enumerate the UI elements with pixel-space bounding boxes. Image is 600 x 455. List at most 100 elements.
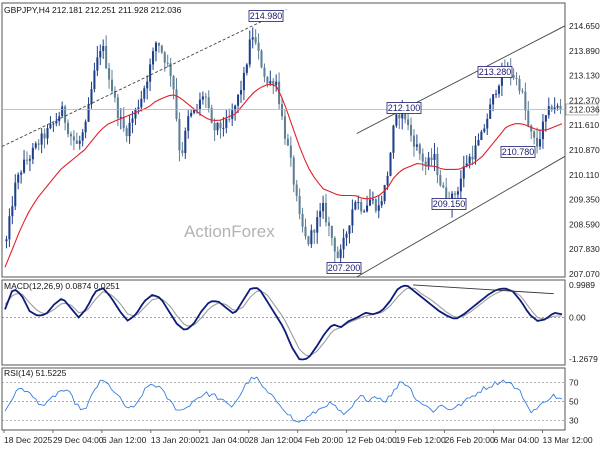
candle-body [184, 130, 187, 153]
candle-body [389, 152, 392, 176]
panel-frame-1 [1, 279, 566, 366]
candle-body [281, 104, 284, 117]
candle-body [99, 50, 102, 58]
candle-body [363, 211, 366, 213]
candle-body [113, 91, 116, 98]
callout-value: 210.780 [502, 147, 535, 157]
price-ytick: 213.890 [569, 46, 600, 56]
macd-ytick: 0.00 [569, 313, 586, 323]
candle-body [530, 125, 533, 132]
candle-body [260, 50, 263, 68]
candle-body [366, 205, 369, 212]
candle-body [351, 209, 354, 226]
candle-body [93, 70, 96, 90]
candle-body [228, 118, 231, 120]
candle-body [119, 117, 122, 119]
candle-body [398, 114, 401, 119]
xtick-label: 29 Dec 04:00 [53, 435, 104, 445]
macd-trendline [412, 284, 554, 295]
candle-body [474, 145, 477, 160]
candle-body [210, 107, 213, 123]
candle-body [116, 97, 119, 118]
candle-body [28, 159, 31, 161]
xtick-label: 21 Jan 04:00 [200, 435, 249, 445]
candle-body [324, 202, 328, 223]
candle-body [78, 140, 81, 144]
panel-frame-0 [1, 2, 566, 278]
price-callout: 213.280 [477, 66, 513, 78]
candle-body [175, 89, 178, 119]
candle-body [207, 97, 210, 108]
xtick-label: 13 Mar 12:00 [543, 435, 593, 445]
candle-body [383, 185, 386, 202]
candle-body [533, 131, 536, 138]
candle-body [327, 222, 330, 226]
candle-body [152, 51, 155, 65]
candle-body [492, 94, 495, 105]
candle-body [23, 159, 26, 173]
candle-body [242, 72, 245, 91]
candle-body [407, 119, 410, 126]
candle-body [515, 77, 518, 80]
candle-body [20, 172, 23, 175]
candle-body [198, 99, 201, 110]
candle-body [298, 195, 301, 214]
candle-body [245, 64, 248, 73]
candle-body [553, 107, 556, 110]
price-ytick: 207.830 [569, 244, 600, 254]
candle-body [166, 62, 169, 64]
candle-body [190, 112, 193, 117]
candle-body [556, 105, 559, 108]
candle-body [257, 42, 260, 51]
xtick-label: 26 Feb 20:00 [445, 435, 495, 445]
candle-body [354, 202, 357, 210]
candle-body [61, 106, 64, 117]
candle-body [146, 81, 149, 89]
candle-body [64, 106, 67, 123]
candle-body [137, 107, 140, 110]
candle-body [172, 76, 175, 90]
macd-ytick: -1.2679 [569, 354, 598, 364]
candle-body [237, 94, 240, 106]
candle-body [536, 137, 539, 147]
candle-body [134, 109, 137, 119]
candle-body [75, 140, 78, 144]
price-callout: 212.100 [386, 102, 422, 114]
xtick-label: 19 Feb 12:00 [396, 435, 446, 445]
price-ytick: 210.110 [569, 170, 599, 180]
candle-body [254, 37, 257, 43]
callout-box [326, 262, 362, 274]
last-price-value: 212.036 [569, 104, 600, 114]
candle-body [559, 105, 562, 110]
candle-body [453, 193, 457, 195]
candle-body [430, 157, 433, 161]
candle-body [286, 138, 289, 146]
candle-body [336, 251, 339, 258]
candle-body [283, 116, 286, 139]
candle-body [462, 166, 465, 179]
rsi-ytick: 70 [569, 377, 579, 387]
candle-body [445, 187, 448, 201]
panel-frame-2 [1, 367, 566, 431]
candle-body [489, 104, 492, 119]
price-ytick: 207.070 [569, 269, 600, 279]
candle-body [471, 156, 474, 160]
candle-body [307, 236, 310, 245]
callout-value: 214.980 [250, 11, 283, 21]
last-price-box [565, 103, 599, 116]
candle-body [143, 88, 146, 99]
candle-body [292, 157, 295, 185]
candle-body [289, 145, 292, 158]
candle-body [304, 226, 307, 237]
callout-value: 212.100 [388, 103, 421, 113]
candle-body [377, 205, 380, 211]
candle-body [371, 199, 374, 201]
candle-body [149, 64, 152, 82]
candle-body [37, 143, 40, 145]
candle-body [345, 233, 348, 238]
candle-body [160, 45, 163, 53]
trendline-2 [356, 155, 565, 277]
xtick-label: 13 Jan 20:00 [151, 435, 200, 445]
candle-body [125, 128, 128, 137]
candle-body [442, 185, 445, 188]
